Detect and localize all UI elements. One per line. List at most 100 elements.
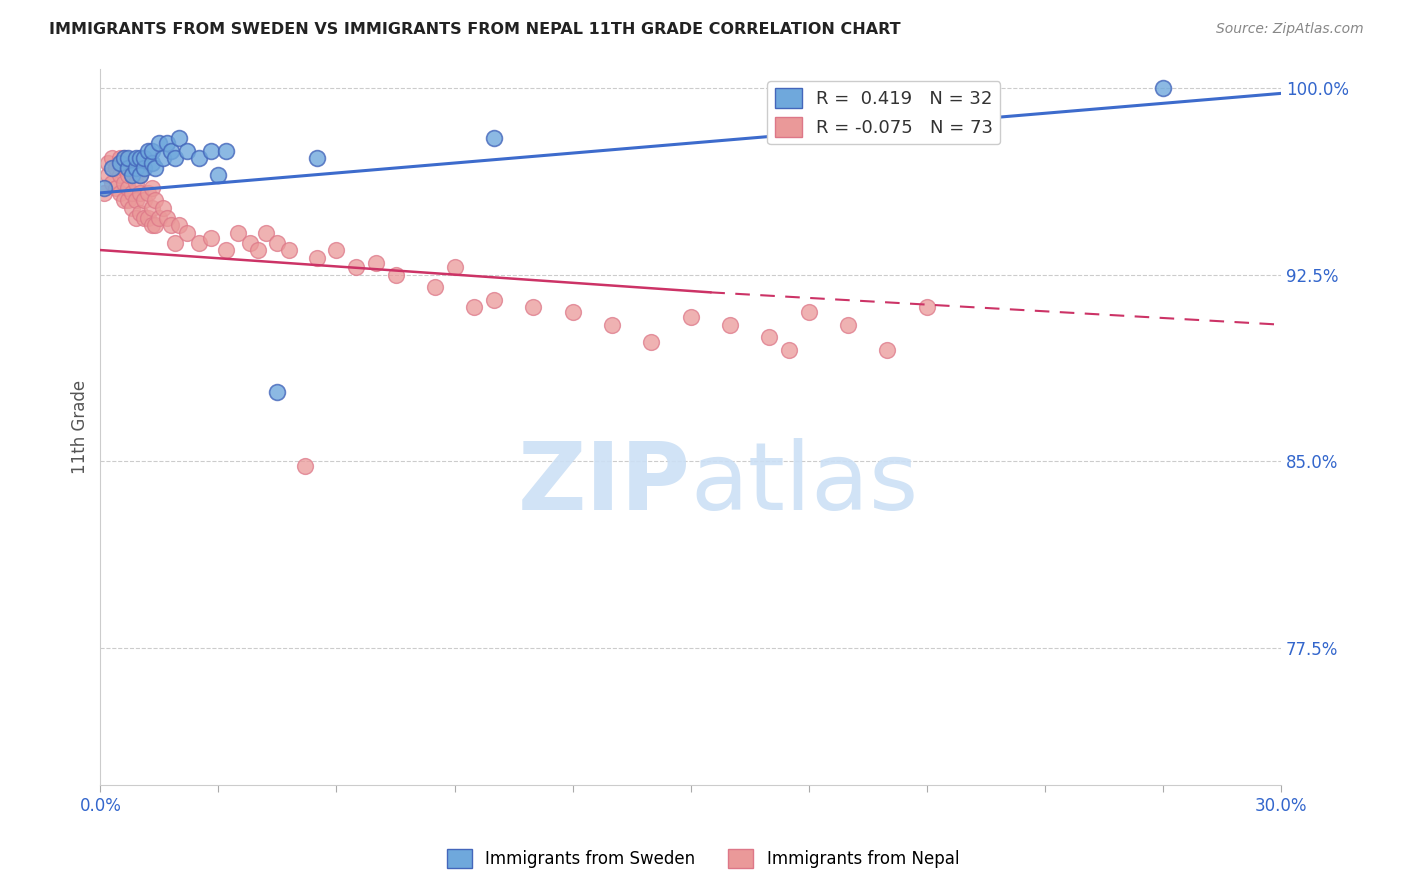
Text: IMMIGRANTS FROM SWEDEN VS IMMIGRANTS FROM NEPAL 11TH GRADE CORRELATION CHART: IMMIGRANTS FROM SWEDEN VS IMMIGRANTS FRO… bbox=[49, 22, 901, 37]
Point bbox=[93, 186, 115, 200]
Point bbox=[108, 186, 131, 200]
Point bbox=[121, 201, 143, 215]
Point bbox=[482, 293, 505, 307]
Text: ZIP: ZIP bbox=[517, 438, 690, 530]
Point bbox=[160, 144, 183, 158]
Point bbox=[101, 161, 124, 175]
Point bbox=[141, 201, 163, 215]
Point bbox=[305, 251, 328, 265]
Point bbox=[364, 255, 387, 269]
Point bbox=[176, 226, 198, 240]
Point bbox=[112, 176, 135, 190]
Point bbox=[125, 151, 148, 165]
Point bbox=[141, 218, 163, 232]
Point bbox=[132, 161, 155, 175]
Point bbox=[152, 151, 174, 165]
Text: Source: ZipAtlas.com: Source: ZipAtlas.com bbox=[1216, 22, 1364, 37]
Point bbox=[423, 280, 446, 294]
Point bbox=[145, 161, 167, 175]
Point bbox=[101, 151, 124, 165]
Point bbox=[112, 151, 135, 165]
Point bbox=[108, 151, 131, 165]
Point bbox=[266, 384, 288, 399]
Point bbox=[148, 136, 170, 150]
Point bbox=[254, 226, 277, 240]
Point bbox=[136, 211, 159, 225]
Point bbox=[876, 343, 898, 357]
Point bbox=[145, 194, 167, 208]
Point bbox=[165, 235, 187, 250]
Point bbox=[443, 260, 465, 275]
Point bbox=[112, 151, 135, 165]
Point bbox=[522, 300, 544, 314]
Point bbox=[128, 169, 150, 183]
Point bbox=[125, 176, 148, 190]
Point bbox=[187, 151, 209, 165]
Point bbox=[239, 235, 262, 250]
Point bbox=[117, 151, 139, 165]
Point bbox=[215, 144, 238, 158]
Point bbox=[132, 194, 155, 208]
Point bbox=[93, 181, 115, 195]
Point bbox=[112, 194, 135, 208]
Point bbox=[294, 459, 316, 474]
Point bbox=[97, 156, 120, 170]
Point bbox=[125, 194, 148, 208]
Point bbox=[136, 186, 159, 200]
Point bbox=[561, 305, 583, 319]
Point bbox=[105, 181, 128, 195]
Point bbox=[141, 156, 163, 170]
Point bbox=[325, 243, 347, 257]
Point bbox=[128, 206, 150, 220]
Legend: Immigrants from Sweden, Immigrants from Nepal: Immigrants from Sweden, Immigrants from … bbox=[440, 843, 966, 875]
Point bbox=[797, 305, 820, 319]
Point bbox=[117, 169, 139, 183]
Point bbox=[128, 151, 150, 165]
Point bbox=[344, 260, 367, 275]
Point bbox=[117, 194, 139, 208]
Point bbox=[266, 235, 288, 250]
Point bbox=[463, 300, 485, 314]
Point bbox=[207, 169, 229, 183]
Point bbox=[384, 268, 406, 282]
Point bbox=[278, 243, 301, 257]
Point bbox=[600, 318, 623, 332]
Point bbox=[108, 156, 131, 170]
Point bbox=[778, 343, 800, 357]
Point bbox=[200, 230, 222, 244]
Point bbox=[246, 243, 269, 257]
Point bbox=[97, 169, 120, 183]
Point bbox=[117, 181, 139, 195]
Y-axis label: 11th Grade: 11th Grade bbox=[72, 380, 89, 474]
Point bbox=[640, 334, 662, 349]
Point bbox=[482, 131, 505, 145]
Point bbox=[121, 186, 143, 200]
Point bbox=[165, 151, 187, 165]
Point bbox=[226, 226, 249, 240]
Point bbox=[132, 151, 155, 165]
Point bbox=[167, 131, 190, 145]
Point bbox=[152, 201, 174, 215]
Point bbox=[105, 161, 128, 175]
Point bbox=[148, 211, 170, 225]
Point bbox=[305, 151, 328, 165]
Point bbox=[128, 169, 150, 183]
Point bbox=[145, 218, 167, 232]
Point bbox=[758, 330, 780, 344]
Point bbox=[1152, 81, 1174, 95]
Point bbox=[132, 211, 155, 225]
Point bbox=[837, 318, 859, 332]
Point bbox=[167, 218, 190, 232]
Point bbox=[112, 161, 135, 175]
Point bbox=[121, 169, 143, 183]
Point bbox=[141, 144, 163, 158]
Point bbox=[187, 235, 209, 250]
Point bbox=[156, 211, 179, 225]
Point bbox=[125, 161, 148, 175]
Point bbox=[200, 144, 222, 158]
Legend: R =  0.419   N = 32, R = -0.075   N = 73: R = 0.419 N = 32, R = -0.075 N = 73 bbox=[768, 81, 1001, 145]
Point bbox=[125, 211, 148, 225]
Point bbox=[915, 300, 938, 314]
Point bbox=[128, 186, 150, 200]
Point bbox=[136, 144, 159, 158]
